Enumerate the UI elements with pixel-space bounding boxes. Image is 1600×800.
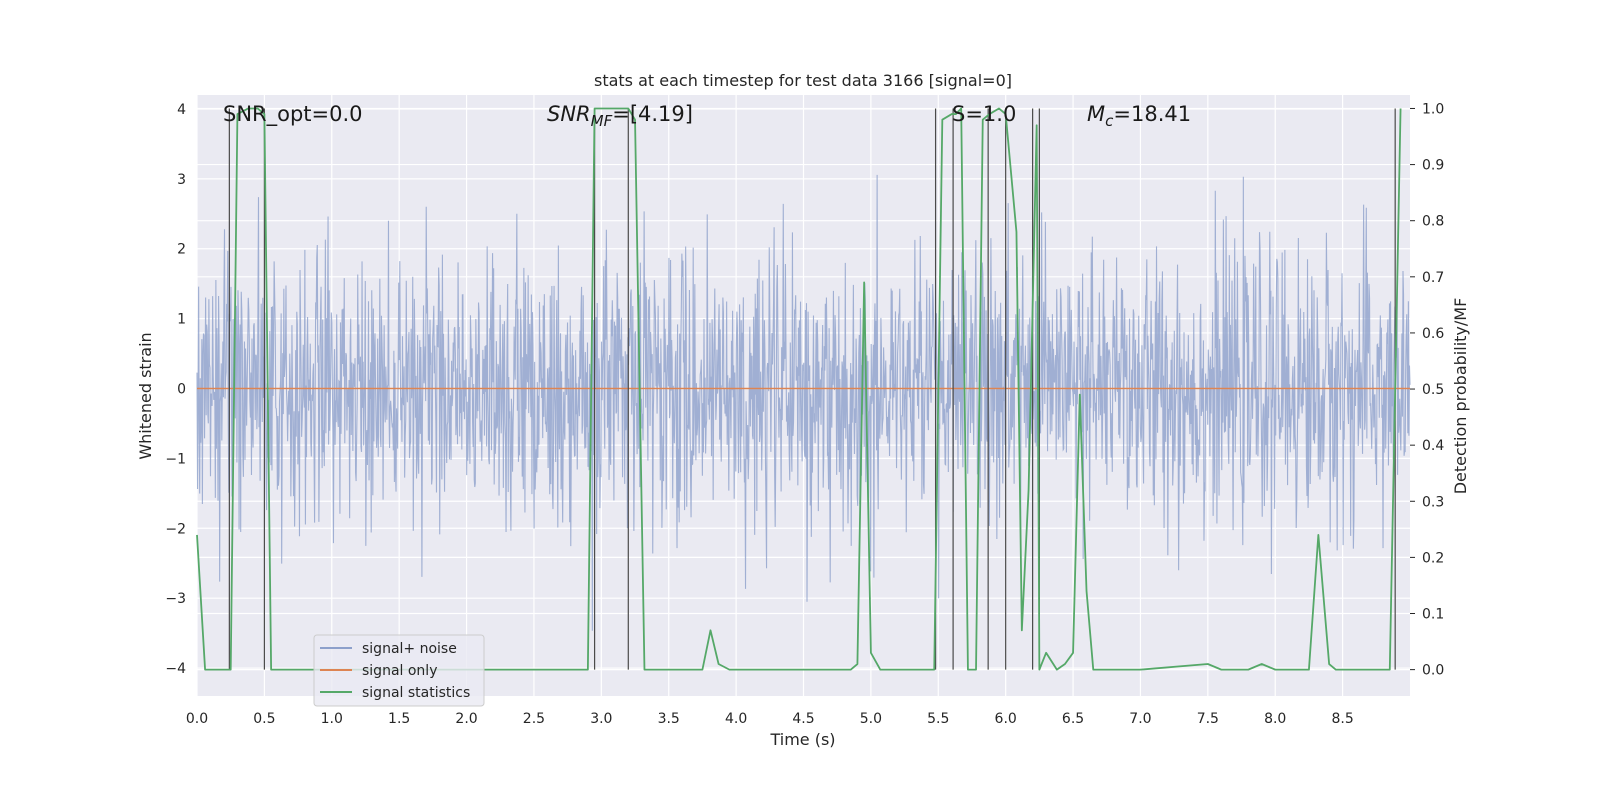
x-tick-label-4: 2.0 [455, 711, 477, 727]
annotation-snr-mf-subscript: MF [591, 112, 613, 130]
x-tick-label-13: 6.5 [1062, 711, 1084, 727]
legend: signal+ noise signal only signal statist… [313, 634, 485, 707]
signal-noise-line [196, 174, 1411, 631]
legend-box [313, 634, 485, 707]
y-axis-label: Whitened strain [136, 332, 155, 459]
annotation-snr-mf-text: =[4.19] [612, 102, 693, 126]
series-signal-statistics [196, 107, 1402, 671]
y2-tick-label-6: 0.6 [1422, 326, 1444, 342]
y-tick-label-6: 2 [177, 242, 186, 258]
y-axis-ticks: −4 −3 −2 −1 0 1 2 3 4 [165, 102, 186, 677]
y-tick-label-0: −4 [165, 661, 186, 677]
y2-tick-label-4: 0.4 [1422, 438, 1444, 454]
x-tick-label-10: 5.0 [860, 711, 882, 727]
x-tick-label-14: 7.0 [1129, 711, 1151, 727]
annotation-s-value: S=1.0 [952, 102, 1016, 126]
chart-title: stats at each timestep for test data 316… [594, 71, 1012, 90]
annotation-snr-mf-symbol: SNR [547, 102, 591, 126]
y2-axis-ticks: 0.0 0.1 0.2 0.3 0.4 0.5 0.6 0.7 0.8 0.9 1.0 [1410, 101, 1444, 679]
annotation-s-value-text: S=1.0 [952, 102, 1016, 126]
y-tick-label-2: −2 [165, 521, 186, 537]
x-tick-label-3: 1.5 [388, 711, 410, 727]
y-tick-label-3: −1 [165, 451, 186, 467]
x-tick-label-16: 8.0 [1264, 711, 1286, 727]
x-tick-label-6: 3.0 [590, 711, 612, 727]
x-tick-label-11: 5.5 [927, 711, 949, 727]
y2-tick-label-5: 0.5 [1422, 382, 1444, 398]
y2-tick-label-8: 0.8 [1422, 214, 1444, 230]
x-tick-label-15: 7.5 [1197, 711, 1219, 727]
y-tick-label-1: −3 [165, 591, 186, 607]
legend-label-signal-statistics: signal statistics [362, 685, 470, 701]
legend-label-signal-noise: signal+ noise [362, 641, 457, 657]
x-tick-label-0: 0.0 [186, 711, 208, 727]
annotations: SNR_opt=0.0 SNRMF=[4.19] S=1.0 Mc=18.41 [223, 102, 1191, 130]
y2-tick-label-10: 1.0 [1422, 101, 1444, 117]
y2-tick-label-9: 0.9 [1422, 158, 1444, 174]
x-tick-label-1: 0.5 [253, 711, 275, 727]
legend-label-signal-only: signal only [362, 663, 437, 679]
y2-tick-label-0: 0.0 [1422, 663, 1444, 679]
annotation-mc-text: =18.41 [1113, 102, 1191, 126]
x-tick-label-9: 4.5 [792, 711, 814, 727]
y-tick-label-4: 0 [177, 382, 186, 398]
y2-tick-label-3: 0.3 [1422, 494, 1444, 510]
y-tick-label-8: 4 [177, 102, 186, 118]
x-axis-ticks: 0.0 0.5 1.0 1.5 2.0 2.5 3.0 3.5 4.0 4.5 5.0 5.5 6.0 6… [186, 711, 1354, 727]
y2-tick-label-1: 0.1 [1422, 607, 1444, 623]
y2-tick-label-7: 0.7 [1422, 270, 1444, 286]
series-signal-noise [196, 174, 1411, 631]
x-axis-label: Time (s) [769, 730, 835, 749]
annotation-mc-value: Mc=18.41 [1087, 102, 1191, 130]
y-tick-label-7: 3 [177, 172, 186, 188]
annotation-snr-opt: SNR_opt=0.0 [223, 102, 363, 127]
annotation-snr-mf: SNRMF=[4.19] [547, 102, 693, 130]
annotation-snr-opt-text: SNR_opt=0.0 [223, 102, 363, 127]
annotation-mc-symbol: M [1087, 102, 1105, 126]
annotation-mc-subscript: c [1105, 112, 1114, 130]
x-tick-label-7: 3.5 [658, 711, 680, 727]
signal-statistics-line [196, 107, 1402, 671]
y2-axis-label: Detection probability/MF [1451, 298, 1470, 495]
y2-tick-label-2: 0.2 [1422, 550, 1444, 566]
x-tick-label-5: 2.5 [523, 711, 545, 727]
x-tick-label-12: 6.0 [995, 711, 1017, 727]
x-tick-label-8: 4.0 [725, 711, 747, 727]
y-tick-label-5: 1 [177, 312, 186, 328]
x-tick-label-17: 8.5 [1331, 711, 1353, 727]
x-tick-label-2: 1.0 [321, 711, 343, 727]
